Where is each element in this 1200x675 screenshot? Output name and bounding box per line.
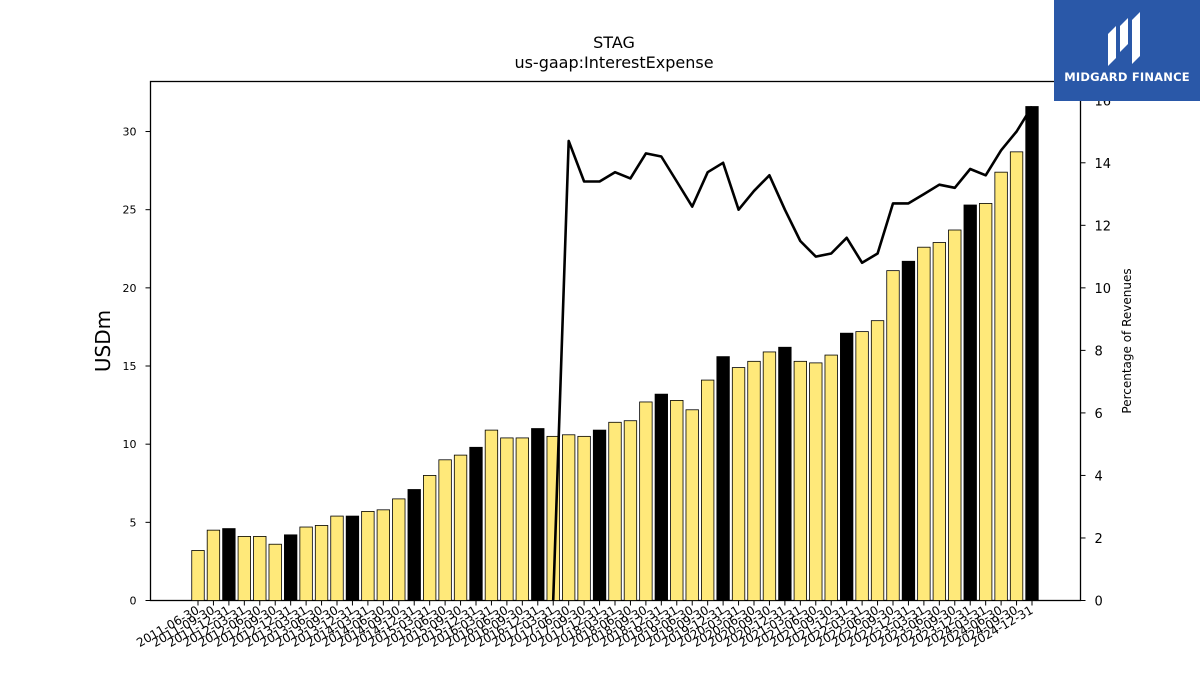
- y2-tick-label: 10: [1095, 282, 1112, 297]
- bar-2016-03-31: [484, 429, 499, 601]
- bar-2023-09-30: [948, 229, 962, 601]
- bar-2017-06-30: [562, 434, 576, 601]
- y2-tick-label: 14: [1095, 157, 1112, 172]
- bar-2020-06-30: [747, 360, 761, 601]
- y2-tick-label: 8: [1095, 344, 1103, 359]
- bar-2013-09-30: [330, 515, 344, 601]
- bar-2024-12-31: [1025, 106, 1039, 601]
- bar-2015-12-31: [469, 446, 483, 601]
- bar-2024-06-30: [994, 171, 1008, 601]
- bar-2022-12-31: [901, 260, 916, 601]
- bar-2017-09-30: [577, 435, 591, 601]
- bar-2022-03-31: [855, 331, 869, 601]
- bar-2013-03-31: [299, 526, 313, 601]
- y-tick-label: 15: [123, 360, 137, 373]
- logo-text: MIDGARD FINANCE: [1064, 70, 1190, 84]
- chart-subtitle: us-gaap:InterestExpense: [514, 53, 713, 72]
- bar-2014-03-31: [361, 510, 375, 601]
- y-axis-left: 0 5 10 15 20 25 30: [123, 126, 151, 608]
- bar-2016-12-31: [531, 428, 545, 601]
- bar-2012-06-30: [253, 536, 267, 601]
- bar-2023-03-31: [917, 246, 931, 601]
- x-axis: 2011-06-302011-09-302011-12-312012-03-31…: [134, 600, 1036, 650]
- bar-2023-06-30: [932, 242, 946, 601]
- bar-2018-03-31: [608, 421, 622, 601]
- bar-2019-06-30: [685, 409, 699, 601]
- y2-tick-label: 0: [1095, 595, 1103, 610]
- bar-2017-12-31: [592, 429, 607, 601]
- y-tick-label: 10: [123, 438, 137, 451]
- bar-2012-12-31: [284, 534, 298, 601]
- bar-2018-09-30: [639, 401, 653, 601]
- bar-2011-12-31: [222, 528, 236, 601]
- bar-2021-12-31: [840, 332, 854, 601]
- bar-2018-12-31: [654, 393, 668, 601]
- bar-2021-03-31: [793, 360, 807, 601]
- bar-group: [191, 106, 1039, 601]
- y2-tick-label: 4: [1095, 469, 1103, 484]
- bar-2018-06-30: [623, 420, 638, 601]
- bar-2013-12-31: [345, 515, 360, 601]
- bar-2012-09-30: [268, 543, 282, 601]
- y2-tick-label: 6: [1095, 407, 1103, 422]
- bar-2019-03-31: [670, 400, 684, 601]
- bar-2023-12-31: [963, 204, 977, 601]
- y2-tick-label: 2: [1095, 532, 1103, 547]
- bar-2019-09-30: [701, 379, 715, 601]
- y2-tick-label: 12: [1095, 219, 1112, 234]
- y-tick-label: 5: [130, 516, 137, 529]
- bar-2015-06-30: [438, 459, 452, 601]
- bar-2013-06-30: [314, 525, 329, 601]
- chart-title: STAG: [593, 33, 635, 52]
- bar-2020-12-31: [778, 346, 792, 601]
- y-tick-label: 30: [123, 126, 137, 139]
- bar-2015-09-30: [453, 454, 468, 601]
- bar-2016-06-30: [500, 437, 514, 601]
- bar-2011-09-30: [206, 529, 221, 601]
- y-tick-label: 20: [123, 282, 137, 295]
- y-axis-label: USDm: [91, 310, 115, 372]
- y-tick-label: 25: [123, 204, 137, 217]
- y-tick-label: 0: [130, 595, 137, 608]
- bar-2014-09-30: [392, 498, 406, 601]
- logo-mark-icon: [1108, 12, 1140, 66]
- bar-2021-09-30: [824, 354, 838, 601]
- y2-axis-label: Percentage of Revenues: [1120, 268, 1134, 413]
- bar-2020-03-31: [731, 367, 746, 601]
- bar-2021-06-30: [809, 362, 823, 601]
- bar-2024-03-31: [979, 203, 993, 601]
- percentage-line: [551, 105, 1034, 601]
- bar-2022-09-30: [886, 270, 900, 601]
- bar-2022-06-30: [870, 320, 885, 601]
- brand-logo: MIDGARD FINANCE: [1054, 0, 1200, 101]
- bar-2016-09-30: [515, 437, 529, 601]
- bar-2014-12-31: [407, 489, 421, 601]
- bar-2019-12-31: [716, 356, 730, 601]
- line-layer: [551, 105, 1034, 601]
- bar-2020-09-30: [762, 351, 777, 601]
- bar-2024-09-30: [1009, 151, 1024, 601]
- bar-2011-06-30: [191, 550, 205, 601]
- bar-2015-03-31: [423, 475, 437, 601]
- bar-2014-06-30: [376, 509, 390, 601]
- bar-2012-03-31: [237, 536, 251, 601]
